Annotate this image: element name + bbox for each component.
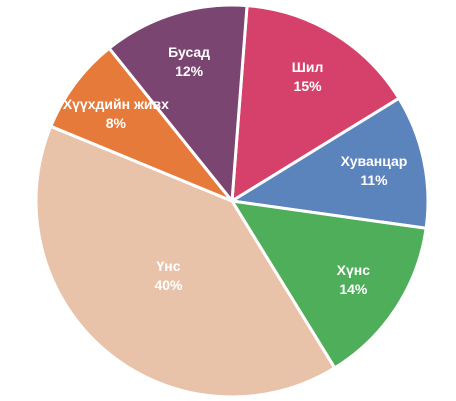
slice-label: Шил 15% [253, 58, 363, 96]
value-label: 14% [339, 281, 368, 298]
category-label: Шил [291, 59, 324, 76]
slice-label: Бусад 12% [134, 43, 244, 81]
category-label: Хүүхдийн живх [62, 96, 169, 113]
pie-slice [48, 46, 234, 203]
pie-slice [230, 3, 402, 204]
value-label: 12% [175, 63, 204, 80]
pie-slice [107, 3, 249, 205]
category-label: Бусад [168, 44, 211, 61]
slice-label: Үнс 40% [113, 257, 223, 295]
slice-label: Хуванцар 11% [319, 152, 429, 190]
value-label: 15% [293, 78, 322, 95]
value-label: 11% [360, 172, 388, 189]
pie-slice [229, 199, 428, 371]
value-label: 8% [105, 115, 126, 132]
category-label: Хүнс [336, 262, 371, 279]
pie-slice [34, 124, 337, 399]
slice-label: Хүнс 14% [298, 261, 408, 299]
pie-slice [227, 96, 430, 230]
category-label: Үнс [156, 257, 181, 274]
value-label: 40% [154, 276, 183, 293]
category-label: Хуванцар [340, 153, 408, 170]
slice-label: Хүүхдийн живх 8% [61, 95, 171, 133]
